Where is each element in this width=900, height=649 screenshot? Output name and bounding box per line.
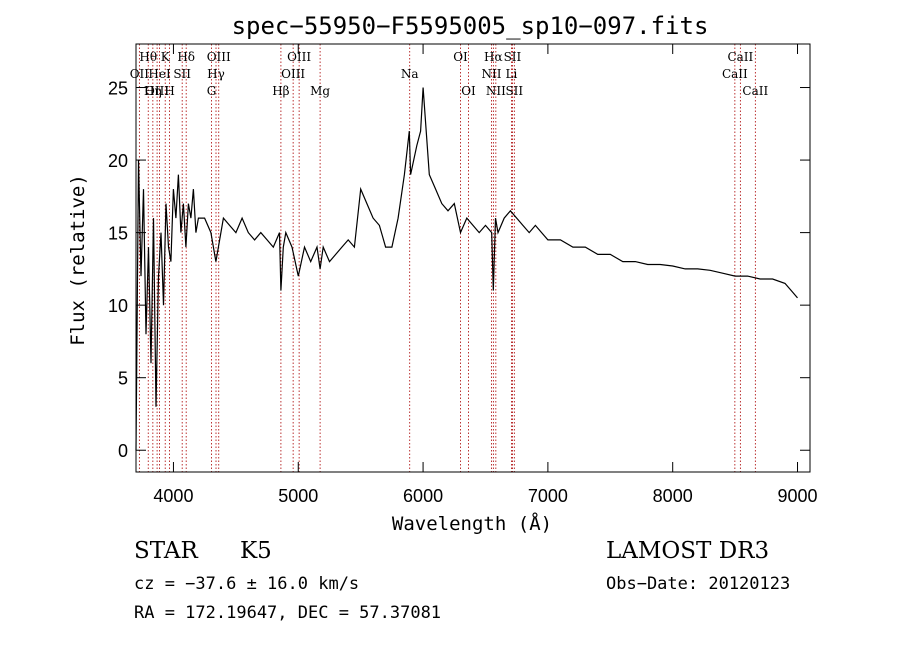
line-marker-label: Na: [401, 67, 419, 81]
ra-dec-coordinates: RA = 172.19647, DEC = 57.37081: [134, 603, 442, 623]
spectrum-line: [135, 87, 798, 451]
y-tick-label: 25: [108, 79, 128, 99]
line-marker-label: OI: [453, 50, 468, 64]
y-axis-label: Flux (relative): [67, 174, 89, 346]
object-class: STAR: [134, 538, 198, 564]
y-tick-label: 10: [108, 296, 128, 316]
line-marker-label: K: [161, 50, 171, 64]
chart-title: spec−55950−F5595005_sp10−097.fits: [232, 12, 709, 40]
y-tick-label: 20: [108, 151, 128, 171]
line-marker-label: Mg: [310, 84, 330, 98]
x-axis-label: Wavelength (Å): [392, 512, 552, 535]
line-marker-label: G: [207, 84, 217, 98]
line-marker-label: OIII: [281, 67, 305, 81]
line-marker-label: Hα: [484, 50, 503, 64]
line-marker-label: SII: [504, 50, 522, 64]
line-marker-label: SII: [505, 84, 523, 98]
line-marker-label: SII: [173, 67, 191, 81]
x-axis-ticks: 4000 5000 6000 7000 8000 9000: [153, 44, 818, 506]
line-marker-label: H: [164, 84, 174, 98]
line-markers: [138, 44, 756, 472]
y-tick-label: 0: [118, 441, 128, 461]
line-marker-label: NII: [486, 84, 506, 98]
redshift-cz: cz = −37.6 ± 16.0 km/s: [134, 574, 360, 594]
line-marker-label: Li: [506, 67, 518, 81]
observation-date: Obs−Date: 20120123: [606, 574, 791, 594]
y-tick-label: 15: [108, 224, 128, 244]
line-marker-label: Hβ: [272, 84, 289, 98]
line-marker-label: OIII: [287, 50, 311, 64]
line-marker-label: OI: [461, 84, 476, 98]
x-tick-label: 7000: [528, 486, 568, 506]
line-marker-label: Hη: [144, 84, 162, 98]
object-subclass: K5: [240, 538, 272, 564]
x-tick-label: 6000: [403, 486, 443, 506]
x-tick-label: 9000: [777, 486, 817, 506]
x-tick-label: 8000: [653, 486, 693, 506]
survey-name: LAMOST DR3: [606, 538, 770, 564]
line-marker-label: CaII: [722, 67, 748, 81]
line-marker-label: Hγ: [207, 67, 225, 81]
y-axis-ticks: 0 5 10 15 20 25: [108, 79, 810, 461]
line-marker-label: OIII: [207, 50, 231, 64]
line-marker-label: NII: [481, 67, 501, 81]
plot-frame: [135, 43, 811, 473]
line-marker-label: CaII: [727, 50, 753, 64]
line-marker-label: CaII: [742, 84, 768, 98]
x-tick-label: 4000: [153, 486, 193, 506]
line-marker-label: OII: [130, 67, 150, 81]
line-marker-label: HeI: [148, 67, 171, 81]
y-tick-label: 5: [118, 369, 128, 389]
line-marker-label: Hθ: [139, 50, 157, 64]
line-marker-label: OIII: [145, 84, 169, 98]
x-tick-label: 5000: [278, 486, 318, 506]
line-marker-label: Hδ: [177, 50, 195, 64]
